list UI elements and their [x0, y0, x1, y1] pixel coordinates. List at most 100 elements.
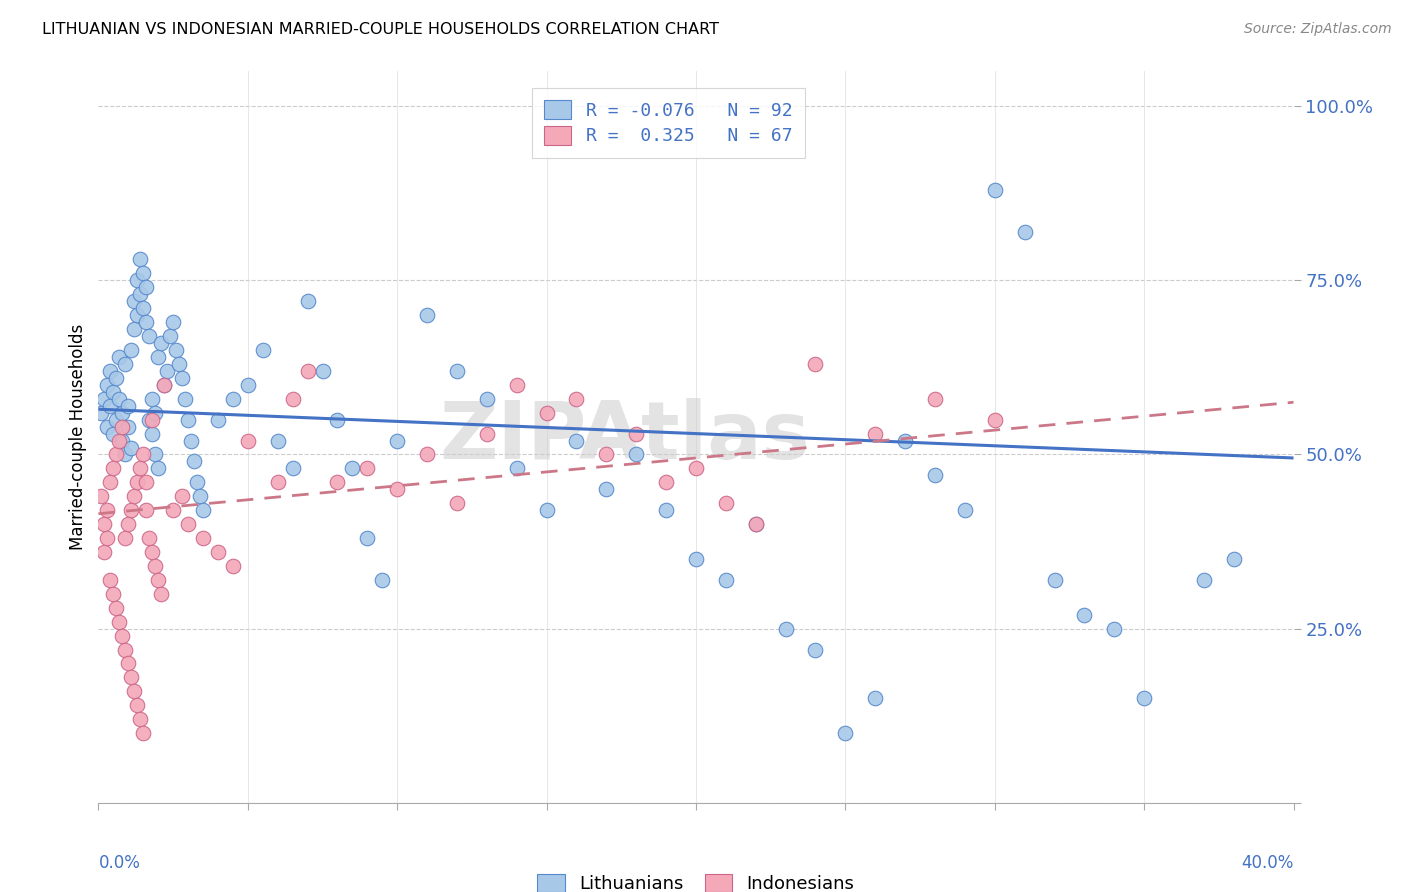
Point: [626, 426, 648, 441]
Point: [174, 392, 197, 406]
Point: [127, 308, 149, 322]
Point: [138, 412, 160, 426]
Point: [96, 419, 118, 434]
Point: [127, 698, 149, 713]
Point: [385, 434, 409, 448]
Point: [183, 454, 205, 468]
Point: [132, 448, 155, 462]
Point: [267, 434, 290, 448]
Point: [565, 392, 588, 406]
Point: [207, 412, 229, 426]
Point: [114, 448, 136, 462]
Point: [416, 308, 439, 322]
Point: [984, 412, 1007, 426]
Point: [865, 426, 887, 441]
Point: [143, 448, 166, 462]
Point: [93, 545, 115, 559]
Point: [148, 573, 170, 587]
Point: [111, 419, 134, 434]
Point: [135, 503, 157, 517]
Point: [1192, 573, 1215, 587]
Point: [311, 364, 333, 378]
Point: [120, 670, 142, 684]
Point: [108, 350, 131, 364]
Point: [222, 392, 245, 406]
Point: [143, 558, 166, 573]
Point: [120, 441, 142, 455]
Point: [1043, 573, 1066, 587]
Point: [177, 517, 200, 532]
Point: [475, 426, 498, 441]
Point: [506, 377, 529, 392]
Point: [103, 461, 125, 475]
Point: [103, 384, 125, 399]
Point: [172, 371, 194, 385]
Point: [96, 531, 118, 545]
Point: [595, 448, 617, 462]
Point: [924, 468, 946, 483]
Point: [124, 684, 146, 698]
Point: [148, 350, 170, 364]
Point: [98, 364, 122, 378]
Point: [326, 475, 349, 490]
Point: [111, 434, 134, 448]
Point: [143, 406, 166, 420]
Point: [475, 392, 498, 406]
Point: [745, 517, 768, 532]
Point: [93, 392, 115, 406]
Point: [222, 558, 245, 573]
Point: [297, 294, 319, 309]
Point: [153, 377, 176, 392]
Y-axis label: Married-couple Households: Married-couple Households: [69, 324, 87, 550]
Point: [714, 496, 737, 510]
Point: [124, 322, 146, 336]
Point: [129, 252, 152, 267]
Point: [111, 629, 134, 643]
Point: [207, 545, 229, 559]
Point: [165, 343, 187, 357]
Text: ZIPAtlas: ZIPAtlas: [439, 398, 810, 476]
Point: [132, 266, 155, 280]
Point: [93, 517, 115, 532]
Point: [685, 461, 707, 475]
Point: [159, 329, 181, 343]
Point: [141, 545, 163, 559]
Point: [536, 503, 558, 517]
Point: [103, 426, 125, 441]
Point: [188, 489, 211, 503]
Point: [108, 434, 131, 448]
Legend: Lithuanians, Indonesians: Lithuanians, Indonesians: [527, 863, 865, 892]
Point: [127, 273, 149, 287]
Point: [135, 280, 157, 294]
Point: [416, 448, 439, 462]
Point: [342, 461, 364, 475]
Point: [804, 642, 827, 657]
Point: [132, 726, 155, 740]
Point: [111, 406, 134, 420]
Point: [105, 600, 128, 615]
Point: [924, 392, 946, 406]
Point: [124, 489, 146, 503]
Point: [132, 301, 155, 316]
Point: [865, 691, 887, 706]
Point: [984, 183, 1007, 197]
Point: [117, 517, 139, 532]
Point: [103, 587, 125, 601]
Point: [114, 642, 136, 657]
Point: [565, 434, 588, 448]
Point: [117, 657, 139, 671]
Point: [446, 496, 468, 510]
Point: [191, 503, 214, 517]
Point: [1133, 691, 1156, 706]
Point: [236, 377, 259, 392]
Point: [626, 448, 648, 462]
Point: [156, 364, 179, 378]
Point: [90, 489, 112, 503]
Point: [98, 475, 122, 490]
Point: [96, 377, 118, 392]
Point: [90, 406, 112, 420]
Point: [1104, 622, 1126, 636]
Point: [894, 434, 917, 448]
Point: [506, 461, 529, 475]
Point: [114, 531, 136, 545]
